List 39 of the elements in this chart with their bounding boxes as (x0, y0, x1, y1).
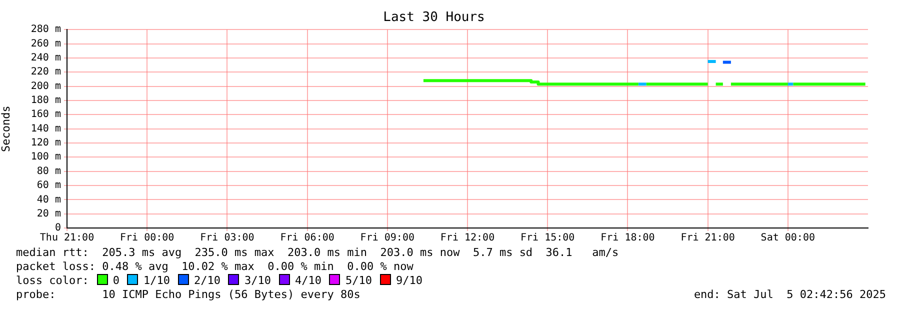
y-tick-label: 100 m (30, 152, 61, 163)
x-tick-label: Thu 21:00 (40, 232, 94, 244)
x-tick-label: Fri 09:00 (360, 232, 414, 244)
y-tick-label: 20 m (36, 208, 61, 220)
text: median rtt: 205.3 ms avg 235.0 ms max 203.0 ms min 203.0 ms now 5.7 ms sd 36.1 am/s (16, 246, 620, 260)
y-tick-label: 40 m (36, 194, 61, 206)
y-tick-label: 260 m (30, 38, 61, 50)
legend-label: 3/10 (244, 274, 271, 287)
x-tick-label: Fri 18:00 (600, 232, 655, 244)
legend-label: 9/10 (396, 274, 422, 287)
y-tick-label: 80 m (36, 166, 61, 177)
x-tick-label: Fri 03:00 (200, 232, 254, 244)
y-tick-label: 140 m (30, 123, 61, 134)
x-tick-label: Sat 00:00 (760, 232, 815, 244)
y-tick-label: 0 (54, 222, 61, 234)
x-tick-label: Fri 00:00 (120, 232, 174, 244)
legend-label: 0 (112, 274, 120, 287)
y-tick-label: 60 m (36, 180, 61, 192)
legend-title: loss color: (16, 274, 89, 287)
legend-label: 4/10 (294, 274, 322, 287)
text: end: Sat Jul 5 02:42:56 2025 (694, 288, 886, 302)
y-tick-label: 180 m (30, 95, 61, 106)
x-tick-label: Fri 12:00 (440, 232, 495, 244)
legend-label: 5/10 (345, 274, 372, 287)
chart-title: Last 30 Hours (383, 10, 485, 26)
legend-label: 2/10 (194, 274, 220, 287)
y-tick-label: 200 m (30, 80, 61, 92)
y-tick-label: 120 m (30, 138, 61, 149)
y-tick-label: 240 m (30, 52, 61, 64)
x-tick-label: Fri 06:00 (280, 232, 334, 244)
text: probe: 10 ICMP Echo Pings (56 Bytes) every 80s (16, 288, 360, 301)
x-tick-label: Fri 15:00 (520, 232, 575, 244)
y-tick-label: 160 m (30, 109, 61, 120)
legend-label: 1/10 (143, 274, 170, 287)
y-tick-label: 220 m (30, 66, 61, 78)
text: packet loss: 0.48 % avg 10.02 % max 0.00 % min 0.00 % now (16, 260, 414, 274)
x-tick-label: Fri 21:00 (680, 232, 735, 244)
y-axis-title: Seconds (0, 106, 12, 152)
y-tick-label: 280 m (30, 24, 61, 36)
